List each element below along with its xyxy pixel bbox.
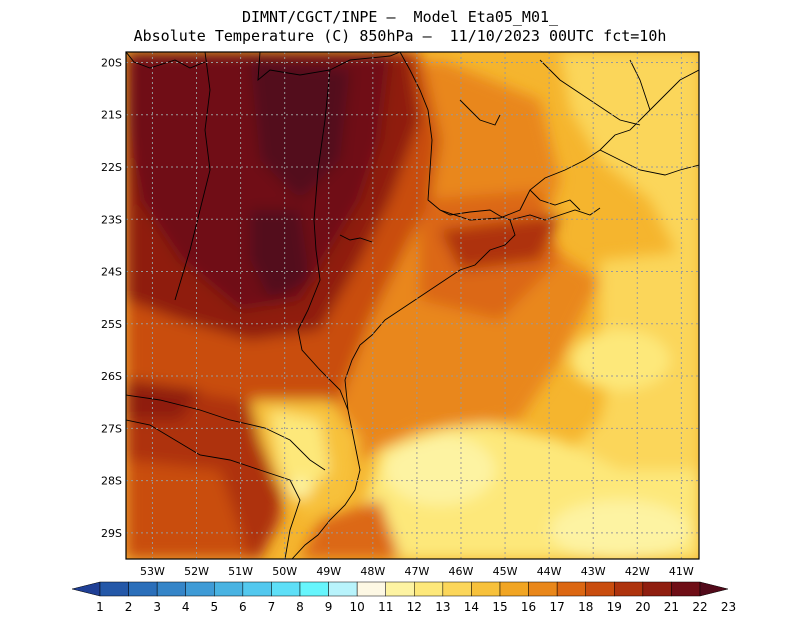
- colorbar: 1 2 3 4 5 6 7 8 9 10 11 12 13 14 15 16 17 18 19 20 21 22 23: [71, 581, 736, 614]
- lon-tick-label: 50W: [272, 565, 297, 578]
- lon-tick-label: 47W: [404, 565, 429, 578]
- latitude-tick-labels: 20S 21S 22S 23S 24S 25S 26S 27S 28S 29S: [101, 56, 122, 539]
- colorbar-label: 8: [296, 600, 304, 614]
- colorbar-swatch: [214, 581, 244, 597]
- colorbar-swatch: [99, 581, 129, 597]
- chart-title-line1: DIMNT/CGCT/INPE – Model Eta05_M01_: [241, 8, 559, 26]
- lat-tick-label: 21S: [101, 109, 122, 122]
- colorbar-label: 21: [664, 600, 679, 614]
- colorbar-label: 20: [635, 600, 650, 614]
- lon-tick-label: 45W: [493, 565, 518, 578]
- colorbar-label: 18: [578, 600, 593, 614]
- colorbar-swatch: [271, 581, 301, 597]
- coastline-borders: [126, 52, 699, 559]
- colorbar-swatch: [585, 581, 615, 597]
- colorbar-label: 15: [492, 600, 507, 614]
- colorbar-label: 17: [550, 600, 565, 614]
- colorbar-swatch: [328, 581, 358, 597]
- lon-tick-label: 41W: [669, 565, 694, 578]
- lon-tick-label: 52W: [184, 565, 209, 578]
- lon-tick-label: 43W: [581, 565, 606, 578]
- lat-tick-label: 29S: [101, 527, 122, 540]
- colorbar-label: 23: [721, 600, 736, 614]
- colorbar-label: 5: [210, 600, 218, 614]
- colorbar-label: 22: [692, 600, 707, 614]
- lon-tick-label: 48W: [360, 565, 385, 578]
- map-frame: [125, 51, 700, 560]
- lon-tick-label: 42W: [625, 565, 650, 578]
- colorbar-arrow-high: [699, 581, 729, 597]
- colorbar-swatch: [614, 581, 644, 597]
- colorbar-swatch: [442, 581, 472, 597]
- lat-tick-label: 22S: [101, 161, 122, 174]
- colorbar-label: 14: [464, 600, 479, 614]
- colorbar-label: 6: [239, 600, 247, 614]
- colorbar-label: 13: [435, 600, 450, 614]
- lon-tick-label: 49W: [316, 565, 341, 578]
- colorbar-label: 11: [378, 600, 393, 614]
- temperature-field: [126, 52, 699, 559]
- colorbar-label: 3: [153, 600, 161, 614]
- colorbar-swatch: [242, 581, 272, 597]
- colorbar-arrow-low: [71, 581, 101, 597]
- lon-tick-label: 44W: [537, 565, 562, 578]
- colorbar-swatch: [414, 581, 444, 597]
- lat-tick-label: 24S: [101, 266, 122, 279]
- lat-tick-label: 27S: [101, 422, 122, 435]
- colorbar-label: 2: [125, 600, 133, 614]
- colorbar-swatch: [471, 581, 501, 597]
- lat-tick-label: 23S: [101, 213, 122, 226]
- colorbar-label: 9: [325, 600, 333, 614]
- colorbar-swatch: [356, 581, 386, 597]
- colorbar-swatch: [156, 581, 186, 597]
- lat-tick-label: 20S: [101, 56, 122, 69]
- colorbar-swatch: [385, 581, 415, 597]
- colorbar-swatch: [528, 581, 558, 597]
- colorbar-label: 19: [607, 600, 622, 614]
- colorbar-label: 16: [521, 600, 536, 614]
- lat-tick-label: 25S: [101, 318, 122, 331]
- lat-tick-label: 26S: [101, 370, 122, 383]
- colorbar-label: 12: [407, 600, 422, 614]
- lon-tick-label: 53W: [140, 565, 165, 578]
- map-grid: [126, 52, 699, 559]
- colorbar-swatch: [128, 581, 158, 597]
- colorbar-label: 1: [96, 600, 104, 614]
- colorbar-label: 10: [350, 600, 365, 614]
- longitude-tick-labels: 53W 52W 51W 50W 49W 48W 47W 46W 45W 44W 43W 42W 41W: [140, 565, 694, 578]
- colorbar-swatch: [556, 581, 586, 597]
- colorbar-swatch: [185, 581, 215, 597]
- colorbar-label: 7: [268, 600, 276, 614]
- colorbar-swatch: [671, 581, 701, 597]
- chart-title-line2: Absolute Temperature (C) 850hPa – 11/10/…: [133, 27, 667, 45]
- lat-tick-label: 28S: [101, 475, 122, 488]
- colorbar-swatch: [642, 581, 672, 597]
- colorbar-label: 4: [182, 600, 190, 614]
- lon-tick-label: 51W: [228, 565, 253, 578]
- colorbar-swatch: [299, 581, 329, 597]
- lon-tick-label: 46W: [449, 565, 474, 578]
- colorbar-swatch: [499, 581, 529, 597]
